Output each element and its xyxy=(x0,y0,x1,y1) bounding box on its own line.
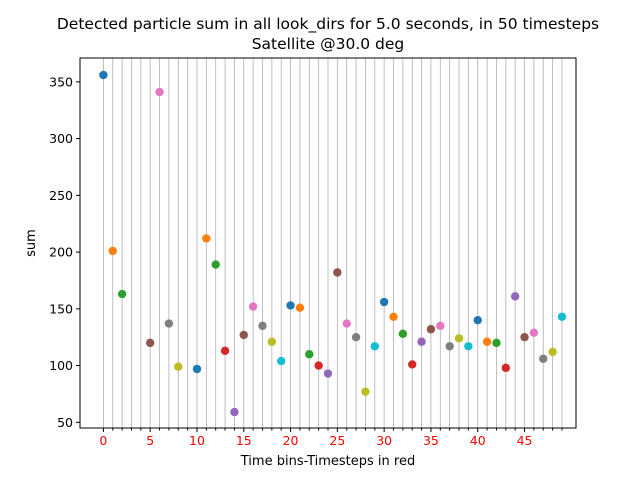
data-point xyxy=(117,289,127,299)
data-point xyxy=(501,363,511,373)
data-point xyxy=(258,321,267,331)
chart-title: Detected particle sum in all look_dirs f… xyxy=(57,15,599,34)
data-point xyxy=(99,70,108,80)
data-point xyxy=(267,337,277,346)
data-point xyxy=(398,329,408,338)
data-point xyxy=(445,342,454,351)
data-point xyxy=(557,312,567,321)
y-axis-label: sum xyxy=(24,229,39,257)
data-point xyxy=(211,260,220,269)
data-point xyxy=(342,319,351,328)
data-point xyxy=(408,360,417,369)
data-point xyxy=(482,337,492,346)
y-tick-label: 50 xyxy=(57,415,73,430)
data-point xyxy=(174,362,183,371)
data-point xyxy=(202,234,211,243)
data-point xyxy=(277,356,286,366)
plot-frame xyxy=(79,57,577,429)
data-point xyxy=(305,350,314,359)
data-point xyxy=(492,338,501,348)
data-point xyxy=(473,315,482,325)
data-point xyxy=(323,369,333,378)
x-tick-label: 5 xyxy=(146,433,154,448)
data-point xyxy=(230,407,239,417)
x-tick-label: 30 xyxy=(376,433,392,448)
data-point xyxy=(510,292,520,301)
data-points xyxy=(99,70,567,417)
data-point xyxy=(239,330,248,340)
x-axis-label: Time bins-Timesteps in red xyxy=(240,454,415,469)
data-point xyxy=(426,325,436,334)
x-tick-label: 10 xyxy=(189,433,205,448)
data-point xyxy=(145,338,155,348)
data-point xyxy=(464,342,473,351)
y-tick-label: 100 xyxy=(49,358,73,373)
y-tick-label: 150 xyxy=(49,301,73,316)
data-point xyxy=(548,347,557,357)
data-point xyxy=(351,333,361,342)
y-tick-label: 300 xyxy=(49,131,73,146)
x-tick-label: 40 xyxy=(470,433,486,448)
x-axis-ticks: 0 5 10 15 20 25 30 35 40 45 xyxy=(99,428,563,448)
x-tick-label: 0 xyxy=(99,433,107,448)
data-point xyxy=(520,333,529,342)
data-point xyxy=(295,303,305,312)
data-point xyxy=(192,364,202,374)
data-point xyxy=(529,328,539,337)
data-point xyxy=(164,319,174,328)
vertical-grid-lines xyxy=(102,58,563,428)
x-tick-label: 15 xyxy=(236,433,252,448)
data-point xyxy=(389,312,398,321)
data-point xyxy=(286,301,295,310)
data-point xyxy=(436,321,445,331)
data-point xyxy=(539,354,548,363)
data-point xyxy=(379,297,389,307)
data-point xyxy=(248,302,258,311)
data-point xyxy=(333,268,342,277)
y-tick-label: 250 xyxy=(49,188,73,203)
data-point xyxy=(220,346,230,356)
y-tick-label: 350 xyxy=(49,74,73,89)
y-tick-label: 200 xyxy=(49,245,73,260)
x-tick-label: 45 xyxy=(517,433,533,448)
data-point xyxy=(417,337,426,346)
data-point xyxy=(361,387,370,396)
data-point xyxy=(314,361,323,370)
x-tick-label: 25 xyxy=(329,433,345,448)
data-point xyxy=(370,342,379,351)
data-point xyxy=(155,87,164,97)
x-tick-label: 20 xyxy=(283,433,299,448)
data-point xyxy=(108,246,117,256)
data-point xyxy=(454,334,464,343)
y-axis-ticks: 50 100 150 200 250 300 350 xyxy=(49,74,80,430)
chart-subtitle: Satellite @30.0 deg xyxy=(252,35,405,53)
x-tick-label: 35 xyxy=(423,433,439,448)
